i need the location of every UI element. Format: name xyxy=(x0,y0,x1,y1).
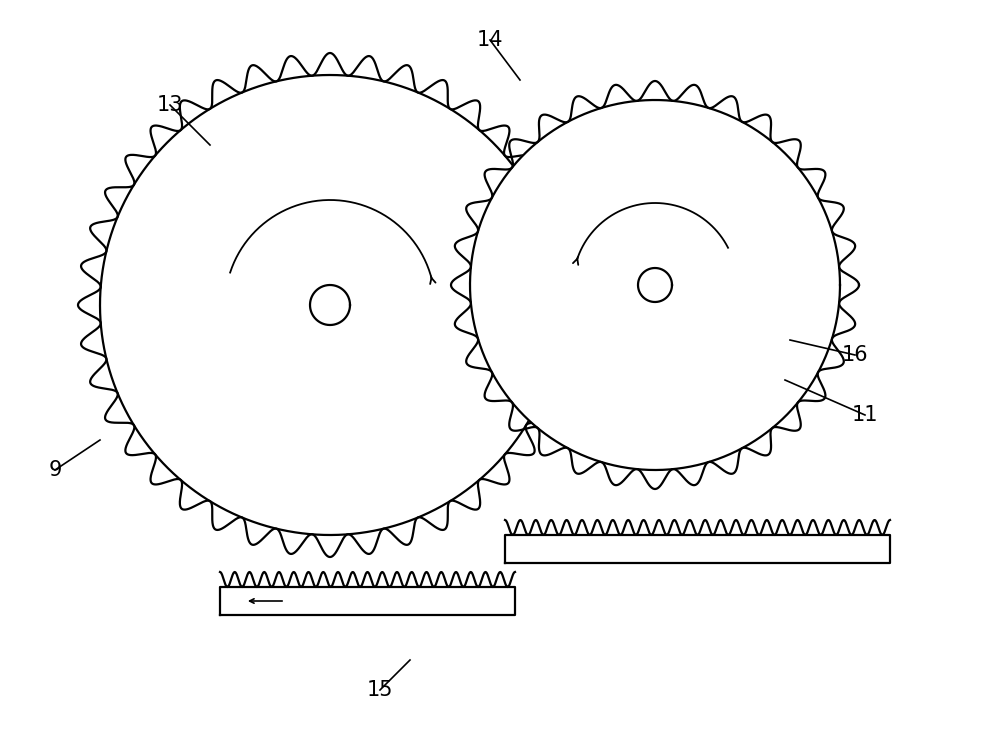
Polygon shape xyxy=(505,535,890,563)
Text: 9: 9 xyxy=(48,460,62,480)
Polygon shape xyxy=(100,75,560,535)
Text: 14: 14 xyxy=(477,30,503,50)
Polygon shape xyxy=(220,587,515,615)
Text: 13: 13 xyxy=(157,95,183,115)
Text: 15: 15 xyxy=(367,680,393,700)
Polygon shape xyxy=(470,100,840,470)
Text: 16: 16 xyxy=(842,345,868,365)
Text: 11: 11 xyxy=(852,405,878,425)
